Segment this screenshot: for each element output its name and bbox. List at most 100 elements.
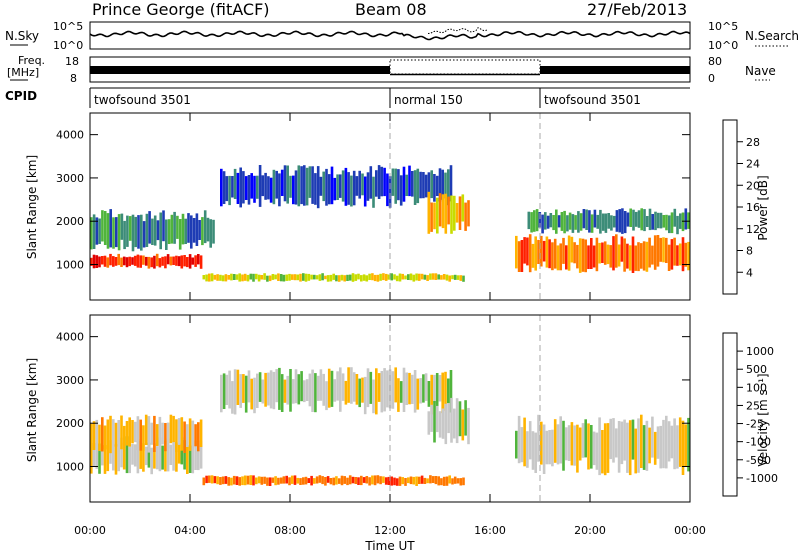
scatter-cell <box>269 370 273 409</box>
scatter-cell <box>556 424 560 465</box>
scatter-cell <box>288 273 291 281</box>
scatter-cell <box>297 374 301 405</box>
scatter-cell <box>271 477 275 483</box>
scatter-cell <box>642 425 646 470</box>
scatter-cell <box>147 256 151 269</box>
scatter-cell <box>128 216 132 241</box>
scatter-cell <box>375 368 378 415</box>
scatter-cell <box>596 214 599 229</box>
scatter-cell <box>131 257 134 265</box>
scatter-cell <box>581 423 585 458</box>
scatter-cell <box>576 424 579 473</box>
scatter-cell <box>136 254 140 268</box>
scatter-cell <box>260 476 264 485</box>
scatter-cell <box>192 218 196 243</box>
freq-block-2 <box>540 66 690 74</box>
scatter-cell <box>542 424 546 474</box>
freq-block-0 <box>90 66 390 74</box>
scatter-cell <box>106 419 110 452</box>
scatter-cell <box>418 476 421 484</box>
scatter-cell <box>419 171 422 199</box>
scatter-cell <box>631 419 635 460</box>
scatter-cell <box>205 274 208 282</box>
scatter-cell <box>120 415 123 450</box>
scatter-cell <box>133 255 137 266</box>
scatter-cell <box>139 255 142 268</box>
scatter-cell <box>640 208 643 231</box>
scatter-cell <box>114 257 118 266</box>
scatter-cell <box>601 242 604 263</box>
scatter-cell <box>573 242 576 264</box>
power-colorbar: 28 24 20 16 12 8 4 <box>722 119 760 295</box>
scatter-cell <box>92 214 96 249</box>
scatter-cell <box>418 273 421 281</box>
scatter-cell <box>95 255 99 268</box>
scatter-cell <box>377 373 381 402</box>
scatter-cell <box>227 477 230 486</box>
scatter-cell <box>640 243 643 269</box>
scatter-cell <box>574 215 577 230</box>
scatter-cell <box>348 274 352 281</box>
scatter-cell <box>326 476 330 483</box>
scatter-cell <box>216 274 219 281</box>
scatter-cell <box>606 423 610 473</box>
scatter-cell <box>324 275 327 280</box>
scatter-cell <box>398 476 402 486</box>
freq-series <box>90 59 690 76</box>
scatter-cell <box>145 213 149 247</box>
scatter-cell <box>354 274 358 281</box>
scatter-cell <box>545 430 549 465</box>
scatter-cell <box>247 175 251 205</box>
scatter-cell <box>275 369 278 403</box>
scatter-cell <box>222 373 226 409</box>
scatter-cell <box>523 237 526 264</box>
scatter-cell <box>151 218 154 245</box>
scatter-cell <box>377 165 381 199</box>
scatter-cell <box>434 476 438 485</box>
scatter-cell <box>678 243 682 266</box>
scatter-cell <box>201 217 204 246</box>
scatter-cell <box>109 253 112 266</box>
scatter-cell <box>294 170 298 205</box>
scatter-cell <box>131 420 134 444</box>
scatter-cell <box>282 274 286 282</box>
noise-left-tick-bottom: 10^0 <box>53 39 83 52</box>
scatter-cell <box>434 273 438 280</box>
scatter-cell <box>209 219 212 248</box>
scatter-cell <box>573 425 576 466</box>
scatter-cell <box>527 211 531 230</box>
scatter-cell <box>566 215 569 232</box>
scatter-cell <box>551 429 554 467</box>
scatter-cell <box>687 417 690 472</box>
scatter-cell <box>415 476 418 486</box>
scatter-cell <box>404 275 407 280</box>
scatter-cell <box>164 256 167 269</box>
scatter-cell <box>122 442 126 470</box>
scatter-cell <box>376 475 380 484</box>
scatter-cell <box>164 423 167 452</box>
scatter-cell <box>260 275 264 280</box>
scatter-cell <box>405 372 408 405</box>
scatter-cell <box>303 380 306 403</box>
scatter-cell <box>540 235 543 267</box>
scatter-cell <box>626 422 629 473</box>
scatter-cell <box>383 368 386 412</box>
scatter-cell <box>224 274 228 282</box>
scatter-cell <box>447 378 450 404</box>
scatter-cell <box>617 244 621 267</box>
scatter-cell <box>155 253 159 267</box>
scatter-cell <box>634 428 637 474</box>
scatter-cell <box>300 371 303 402</box>
scatter-cell <box>604 213 608 233</box>
scatter-cell <box>136 416 140 451</box>
scatter-cell <box>277 477 280 485</box>
scatter-cell <box>133 421 137 443</box>
cpid-name: twofsound 3501 <box>94 93 191 107</box>
scatter-cell <box>659 237 662 262</box>
scatter-cell <box>617 421 621 473</box>
scatter-cell <box>142 443 145 472</box>
scatter-cell <box>612 418 615 463</box>
scatter-cell <box>122 425 126 445</box>
scatter-cell <box>610 215 613 231</box>
scatter-cell <box>462 477 465 486</box>
